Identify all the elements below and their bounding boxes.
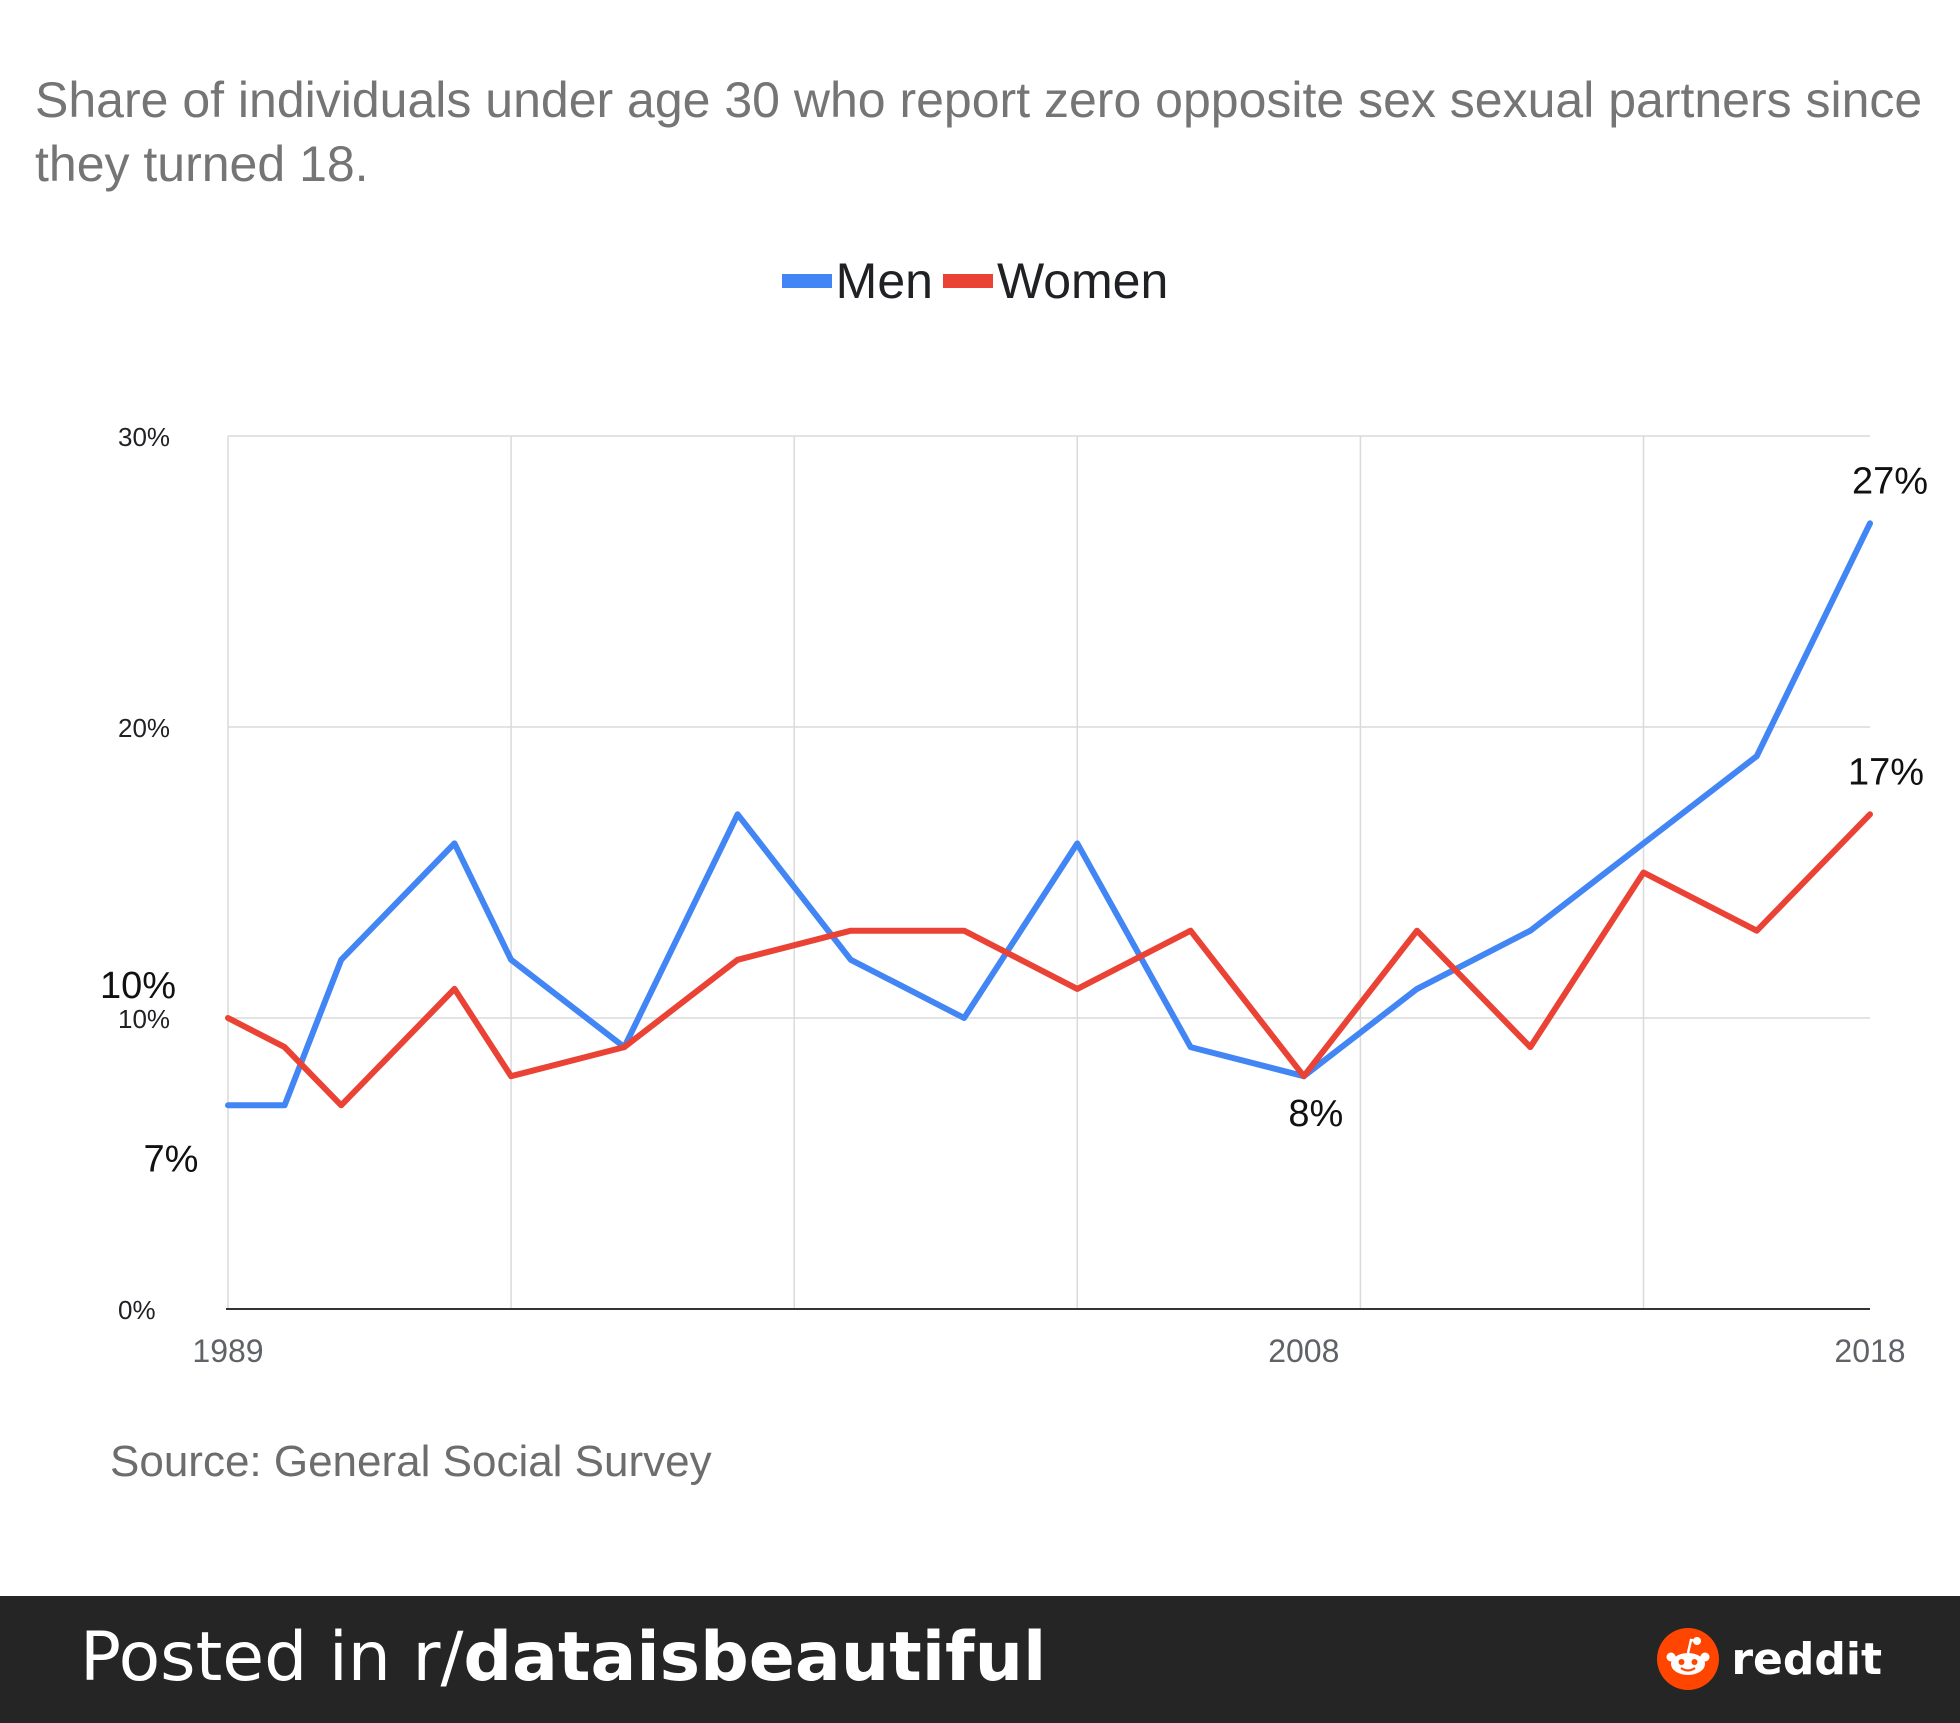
legend-swatch-men (781, 274, 832, 288)
data-label: 27% (1852, 460, 1928, 502)
footer-prefix: Posted in r/ (80, 1618, 464, 1697)
y-tick-label: 10% (118, 1004, 170, 1034)
source-note: Source: General Social Survey (110, 1437, 712, 1486)
reddit-logo-icon (1657, 1628, 1720, 1690)
line-chart: 0% 10% 20% 30% 1989 2008 2018 7% 10% 8% 27% 17% (100, 422, 1928, 1369)
x-tick-label: 1989 (192, 1333, 263, 1369)
series-line-men (225, 520, 1873, 1109)
footer-caption: Posted in r/dataisbeautiful (80, 1618, 1046, 1697)
series-line-women (225, 811, 1873, 1109)
data-label: 7% (144, 1138, 199, 1180)
legend-swatch-women (942, 274, 993, 288)
legend-label-men: Men (835, 253, 933, 309)
subreddit-name: dataisbeautiful (463, 1618, 1047, 1697)
y-tick-label: 30% (118, 422, 170, 452)
data-label: 10% (100, 965, 176, 1007)
legend-item-men: Men (781, 252, 943, 310)
footer-bar: Posted in r/dataisbeautiful reddit (0, 1596, 1960, 1723)
chart-title: Share of individuals under age 30 who re… (35, 72, 1923, 192)
legend: Men Women (0, 252, 1960, 310)
reddit-wordmark: reddit (1731, 1633, 1882, 1685)
x-tick-label: 2008 (1268, 1333, 1339, 1369)
data-label: 8% (1288, 1093, 1343, 1135)
legend-item-women: Women (942, 252, 1178, 310)
legend-label-women: Women (996, 253, 1169, 309)
y-tick-label: 0% (118, 1295, 156, 1325)
data-label: 17% (1848, 751, 1924, 793)
y-tick-label: 20% (118, 713, 170, 743)
x-tick-label: 2018 (1834, 1333, 1905, 1369)
reddit-brand: reddit (1657, 1628, 1882, 1690)
